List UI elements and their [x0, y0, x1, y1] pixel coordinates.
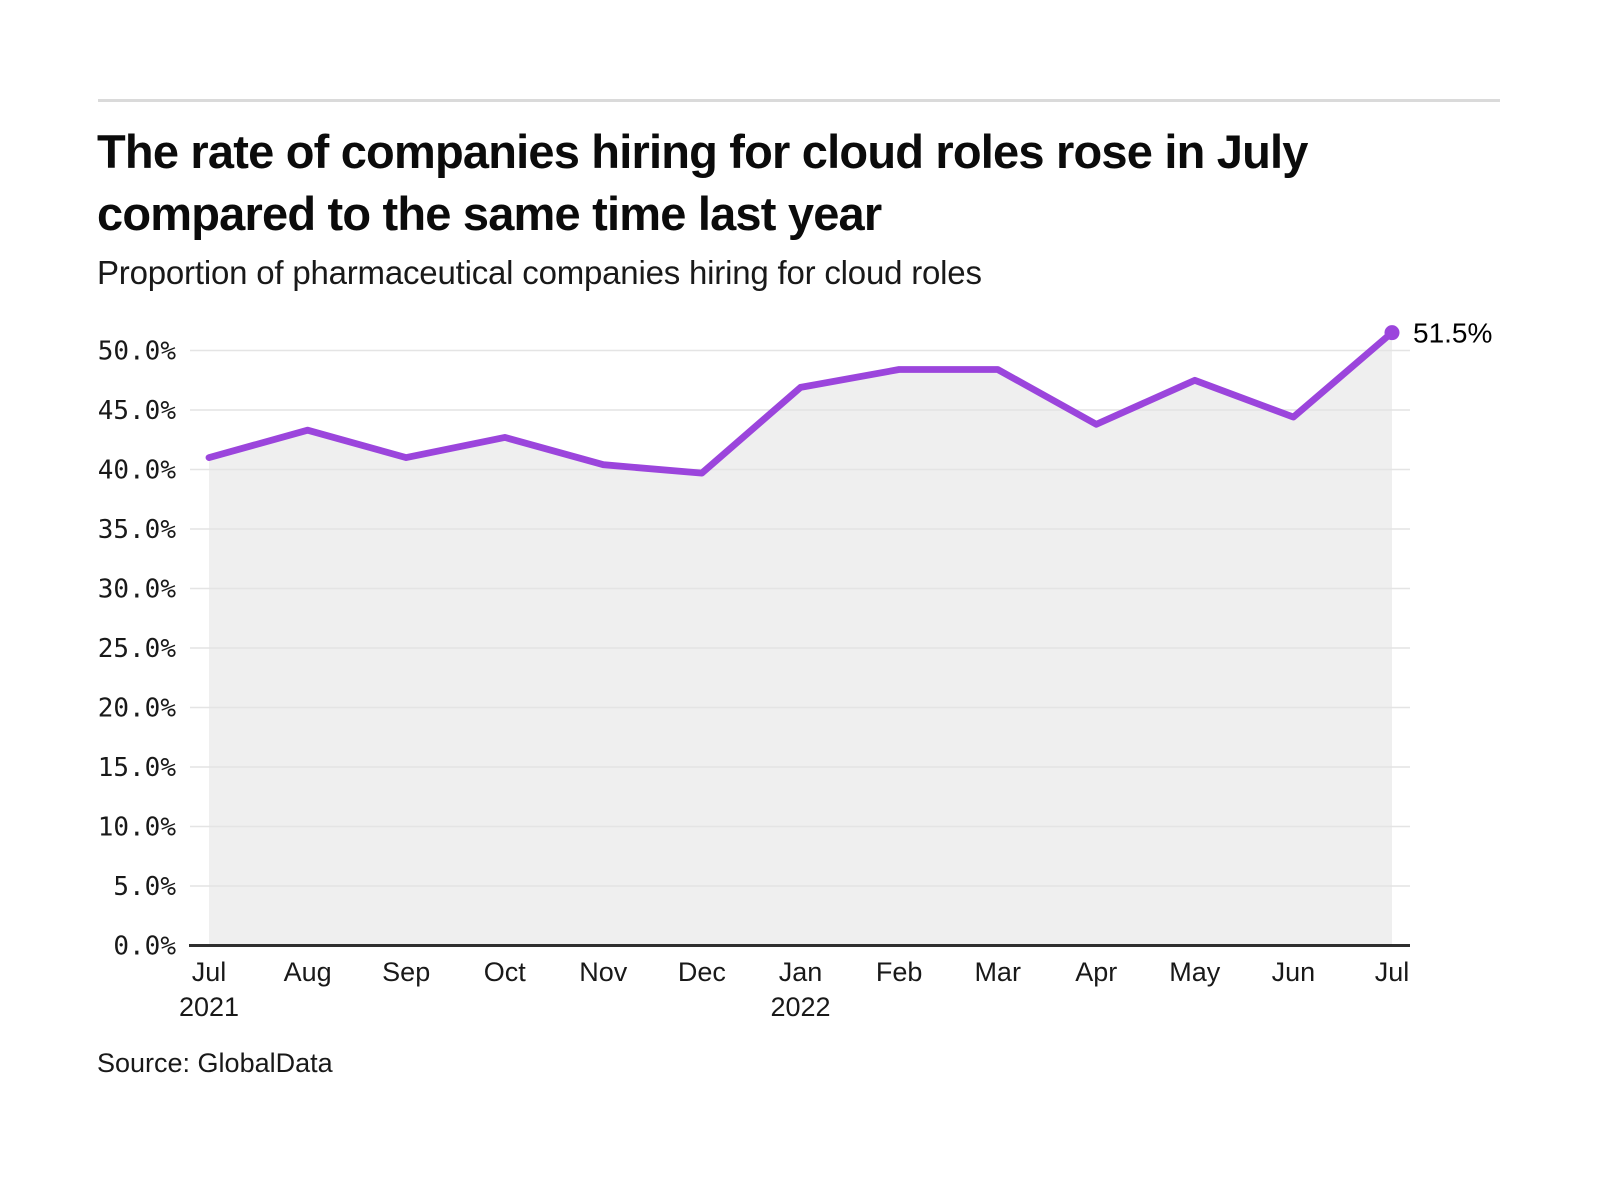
y-tick-label: 20.0% [98, 694, 177, 724]
y-tick-label: 15.0% [98, 753, 177, 783]
series-line [205, 329, 1396, 477]
x-tick-label: Apr [1075, 957, 1117, 987]
chart-subtitle: Proportion of pharmaceutical companies h… [97, 254, 982, 291]
x-tick-year-label: 2022 [770, 992, 830, 1022]
end-point-dot [1384, 325, 1400, 341]
chart-title-line-1: The rate of companies hiring for cloud r… [97, 125, 1308, 178]
y-tick-label: 0.0% [113, 932, 176, 962]
x-tick-label: Feb [876, 957, 923, 987]
x-tick-label: Jul [1375, 957, 1410, 987]
x-tick-label: Mar [974, 957, 1021, 987]
chart-title: The rate of companies hiring for cloud r… [97, 121, 1497, 245]
line-chart: 0.0% 5.0% 10.0% 15.0% 20.0% 25.0% 30.0% 35.0% 40… [98, 318, 1493, 1022]
chart-title-line-2: compared to the same time last year [97, 187, 882, 240]
x-tick-label: Nov [579, 957, 628, 987]
y-tick-label: 30.0% [98, 575, 177, 605]
x-tick-label: Aug [284, 957, 332, 987]
x-tick-label: Jan [779, 957, 823, 987]
x-tick-label: Dec [678, 957, 726, 987]
series-area-fill [209, 332, 1392, 946]
x-tick-label: May [1169, 957, 1221, 987]
x-tick-year-label: 2021 [179, 992, 239, 1022]
x-tick-label: Jun [1272, 957, 1316, 987]
x-tick-label: Sep [382, 957, 430, 987]
y-tick-label: 5.0% [113, 872, 176, 902]
x-tick-label: Oct [484, 957, 527, 987]
y-tick-label: 25.0% [98, 634, 177, 664]
y-tick-label: 50.0% [98, 337, 177, 367]
source-note: Source: GlobalData [97, 1048, 333, 1078]
end-value-label: 51.5% [1413, 318, 1492, 349]
top-divider-rule [98, 99, 1500, 102]
y-tick-label: 40.0% [98, 456, 177, 486]
y-tick-label: 10.0% [98, 813, 177, 843]
y-tick-label: 45.0% [98, 396, 177, 426]
y-tick-label: 35.0% [98, 515, 177, 545]
x-tick-label: Jul [192, 957, 227, 987]
